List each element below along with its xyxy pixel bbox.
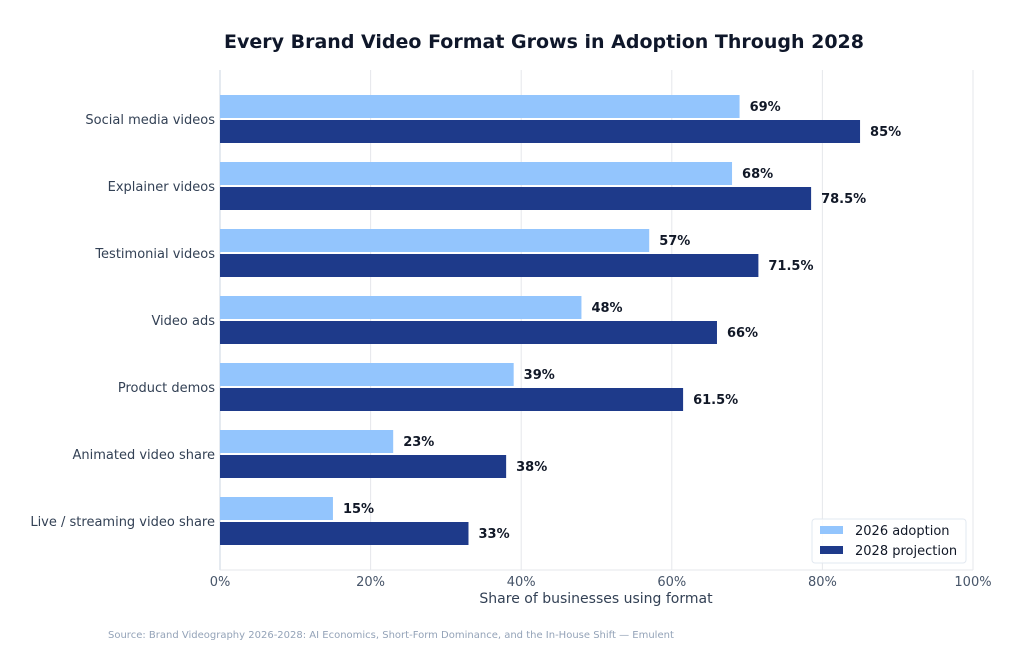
bar-2028	[220, 455, 507, 478]
x-tick-label: 0%	[210, 575, 231, 590]
data-label: 68%	[742, 167, 773, 182]
legend-label-2028: 2028 projection	[855, 544, 957, 559]
category-label: Live / streaming video share	[30, 515, 215, 530]
bar-2028	[220, 522, 469, 545]
x-tick-label: 20%	[356, 575, 385, 590]
data-label: 57%	[659, 234, 690, 249]
category-labels: Social media videos Explainer videos Testi…	[30, 113, 215, 530]
bar-2026	[220, 296, 582, 319]
x-tick-label: 40%	[507, 575, 536, 590]
data-label: 66%	[727, 326, 758, 341]
category-label: Testimonial videos	[94, 247, 215, 262]
category-label: Animated video share	[72, 448, 215, 463]
x-tick-labels: 0% 20% 40% 60% 80% 100%	[210, 575, 992, 590]
legend-label-2026: 2026 adoption	[855, 524, 950, 539]
bar-2028	[220, 187, 812, 210]
bar-2026	[220, 162, 733, 185]
data-label: 23%	[403, 435, 434, 450]
chart-title: Every Brand Video Format Grows in Adopti…	[224, 31, 864, 53]
bar-2028	[220, 254, 759, 277]
category-label: Product demos	[118, 381, 215, 396]
category-label: Explainer videos	[108, 180, 216, 195]
x-tick-label: 100%	[954, 575, 991, 590]
x-axis-label: Share of businesses using format	[479, 591, 713, 607]
grid	[219, 70, 974, 571]
bar-2026	[220, 430, 394, 453]
legend-swatch-2026	[820, 526, 843, 534]
bar-2026	[220, 229, 650, 252]
data-label: 85%	[870, 125, 901, 140]
data-label: 61.5%	[693, 393, 738, 408]
bar-2028	[220, 120, 861, 143]
legend: 2026 adoption 2028 projection	[811, 518, 967, 564]
data-label: 69%	[750, 100, 781, 115]
legend-swatch-2028	[820, 546, 843, 554]
data-label: 78.5%	[821, 192, 866, 207]
data-label: 71.5%	[768, 259, 813, 274]
x-tick-label: 60%	[657, 575, 686, 590]
category-label: Video ads	[151, 314, 215, 329]
data-label: 39%	[524, 368, 555, 383]
data-label: 15%	[343, 502, 374, 517]
data-label: 33%	[478, 527, 509, 542]
bars: 69% 85% 68% 78.5% 57% 71.5% 48% 66% 39% 61.5% 23% 3…	[220, 95, 901, 545]
x-tick-label: 80%	[808, 575, 837, 590]
bar-2026	[220, 95, 740, 118]
bar-2026	[220, 497, 333, 520]
bar-2026	[220, 363, 514, 386]
bar-2028	[220, 321, 717, 344]
legend-box	[811, 518, 967, 564]
source-note: Source: Brand Videography 2026-2028: AI …	[108, 630, 674, 641]
data-label: 48%	[591, 301, 622, 316]
bar-2028	[220, 388, 684, 411]
data-label: 38%	[516, 460, 547, 475]
category-label: Social media videos	[85, 113, 215, 128]
